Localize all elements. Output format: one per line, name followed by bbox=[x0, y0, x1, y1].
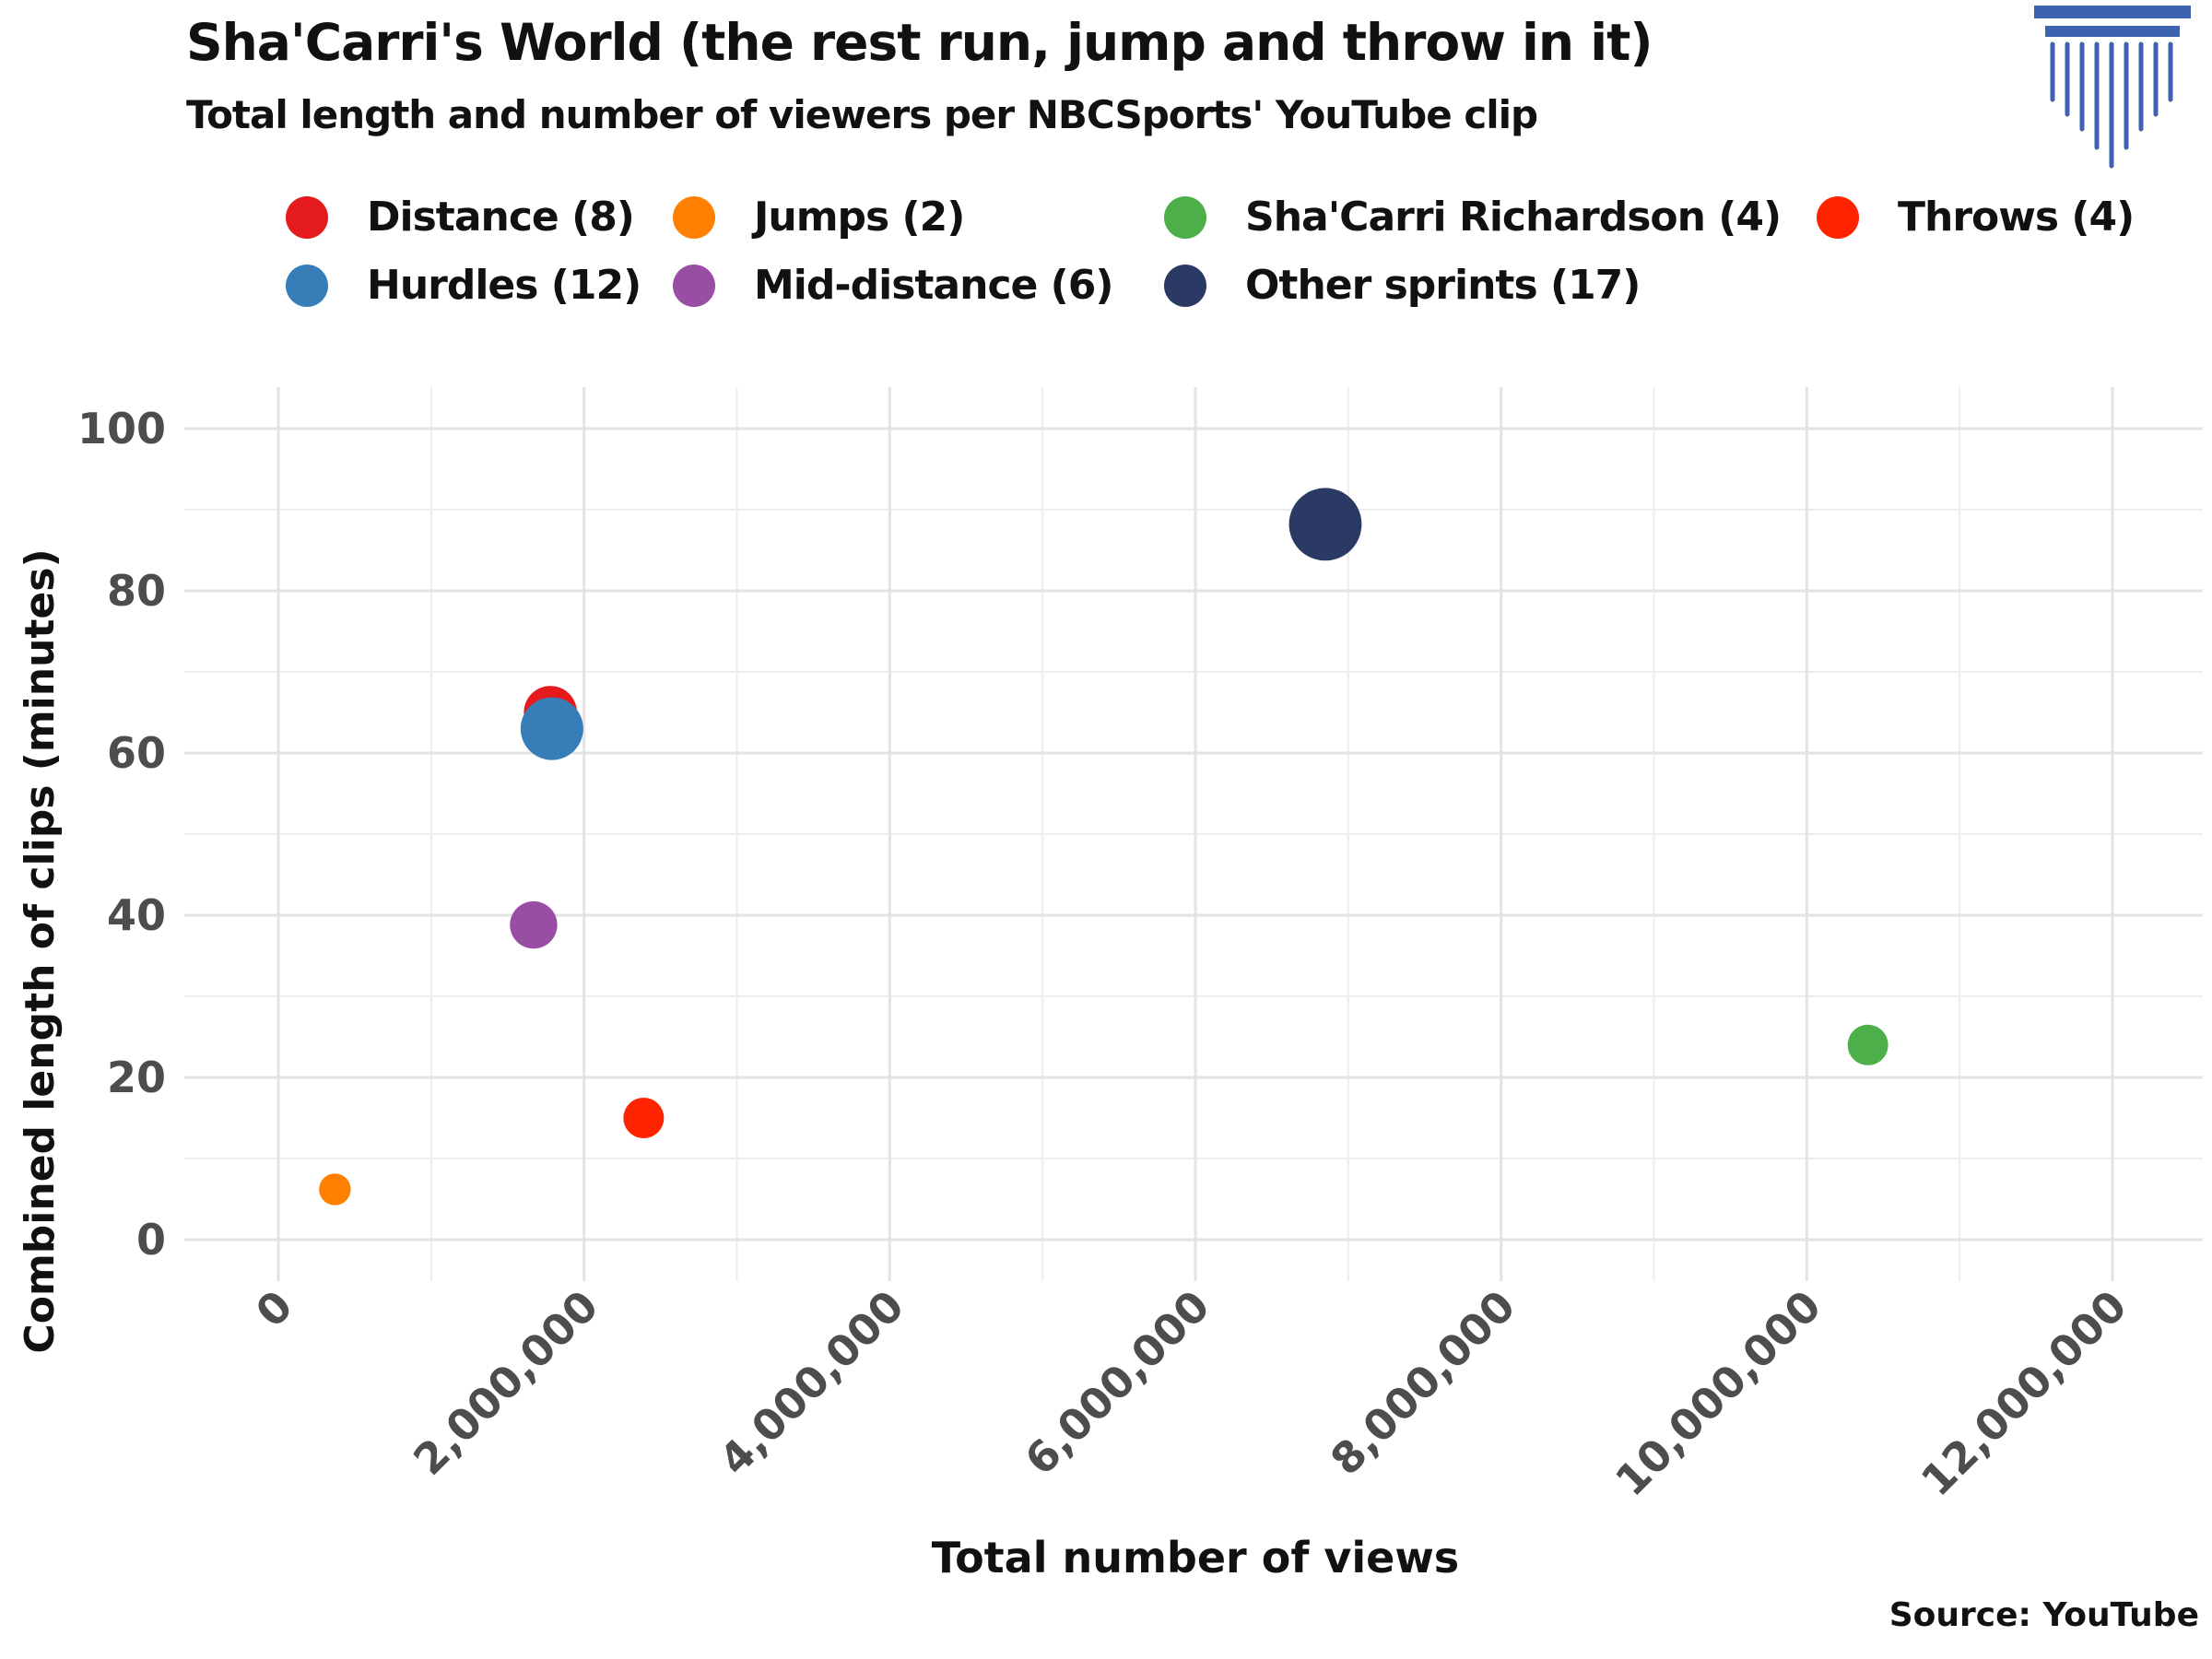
legend-label: Throws (4) bbox=[1898, 194, 2135, 241]
x-tick-label: 10,000,000 bbox=[1606, 1281, 1830, 1506]
tick-labels: 0 20 40 60 80 100 0 2,000,000 4,000,000 6,000,000… bbox=[77, 404, 2136, 1506]
legend: Distance (8) Jumps (2) Sha'Carri Richard… bbox=[286, 194, 2212, 332]
legend-label: Other sprints (17) bbox=[1245, 262, 1641, 309]
point-hurdles bbox=[520, 697, 583, 760]
x-tick-label: 0 bbox=[246, 1281, 302, 1337]
legend-swatch bbox=[673, 195, 715, 239]
grid bbox=[184, 387, 2203, 1281]
point-throws bbox=[623, 1098, 665, 1138]
data-points bbox=[319, 488, 1888, 1206]
x-tick-label: 2,000,000 bbox=[404, 1281, 607, 1485]
y-tick-label: 60 bbox=[107, 728, 166, 778]
legend-label: Sha'Carri Richardson (4) bbox=[1245, 194, 1782, 241]
source-note: Source: YouTube bbox=[1888, 1596, 2199, 1634]
legend-item-jumps: Jumps (2) bbox=[673, 194, 965, 241]
legend-item-distance: Distance (8) bbox=[286, 194, 635, 241]
legend-label: Hurdles (12) bbox=[367, 262, 641, 309]
y-tick-label: 0 bbox=[136, 1215, 166, 1265]
x-tick-label: 8,000,000 bbox=[1321, 1281, 1524, 1485]
legend-swatch bbox=[286, 264, 328, 307]
legend-label: Distance (8) bbox=[367, 194, 635, 241]
y-tick-label: 40 bbox=[107, 890, 166, 940]
x-tick-label: 6,000,000 bbox=[1015, 1281, 1218, 1485]
legend-swatch bbox=[673, 264, 715, 307]
legend-item-other-sprints: Other sprints (17) bbox=[1164, 262, 1641, 309]
legend-item-mid-distance: Mid-distance (6) bbox=[673, 262, 1114, 309]
legend-label: Jumps (2) bbox=[754, 194, 965, 241]
chart-title: Sha'Carri's World (the rest run, jump an… bbox=[186, 13, 1653, 72]
legend-label: Mid-distance (6) bbox=[754, 262, 1114, 309]
legend-swatch bbox=[1817, 195, 1859, 239]
y-tick-label: 80 bbox=[107, 566, 166, 616]
point-other-sprints bbox=[1288, 488, 1362, 561]
legend-item-hurdles: Hurdles (12) bbox=[286, 262, 641, 309]
legend-swatch bbox=[1164, 264, 1206, 307]
y-axis-label: Combined length of clips (minutes) bbox=[17, 548, 64, 1353]
point-jumps bbox=[319, 1173, 351, 1206]
column-pillar-icon bbox=[2034, 6, 2191, 169]
x-tick-label: 12,000,000 bbox=[1912, 1281, 2136, 1506]
legend-swatch bbox=[1164, 195, 1206, 239]
x-axis-label: Total number of views bbox=[932, 1533, 1459, 1583]
point-sha-carri-richardson bbox=[1847, 1024, 1888, 1065]
x-tick-label: 4,000,000 bbox=[710, 1281, 913, 1485]
legend-item-shacarri: Sha'Carri Richardson (4) bbox=[1164, 194, 1782, 241]
chart-subtitle: Total length and number of viewers per N… bbox=[186, 92, 1538, 137]
y-tick-label: 20 bbox=[107, 1053, 166, 1102]
point-mid-distance bbox=[510, 900, 558, 949]
legend-item-throws: Throws (4) bbox=[1817, 194, 2135, 241]
legend-swatch bbox=[286, 195, 328, 239]
y-tick-label: 100 bbox=[77, 404, 166, 453]
